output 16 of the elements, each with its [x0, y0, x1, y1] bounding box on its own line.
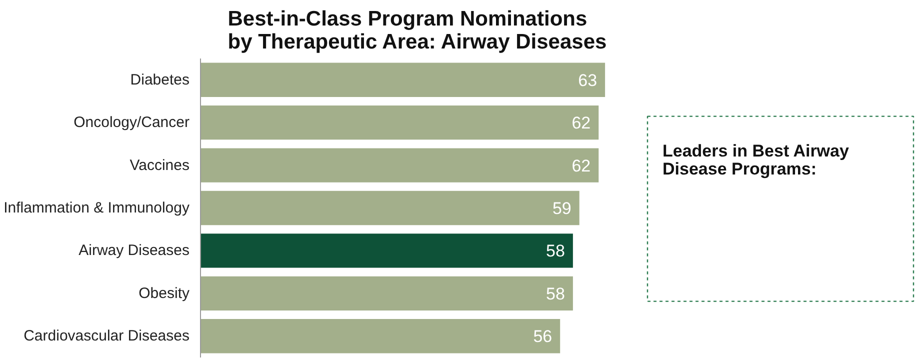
- y-tick-label: Diabetes: [130, 71, 190, 88]
- y-tick-label: Oncology/Cancer: [74, 114, 190, 132]
- y-tick-label: Inflammation & Immunology: [4, 200, 190, 216]
- data-label: 59: [552, 199, 572, 218]
- text: Leaders in Best Airway Disease Programs:: [662, 142, 850, 179]
- chart-title: Best-in-Class Program Nominations by Therapeutic Area: Airway Diseases: [228, 8, 607, 54]
- data-label: 56: [533, 327, 552, 346]
- data-label: 58: [546, 242, 565, 261]
- data-label: 63: [578, 70, 598, 90]
- data-label: 62: [572, 156, 591, 176]
- data-label: 58: [546, 284, 565, 304]
- y-tick-label: Vaccines: [130, 156, 190, 174]
- y-tick-label: Obesity: [138, 284, 190, 302]
- data-label: 62: [572, 114, 591, 133]
- y-tick-label: Cardiovascular Diseases: [24, 328, 190, 345]
- y-tick-label: Airway Diseases: [78, 242, 190, 260]
